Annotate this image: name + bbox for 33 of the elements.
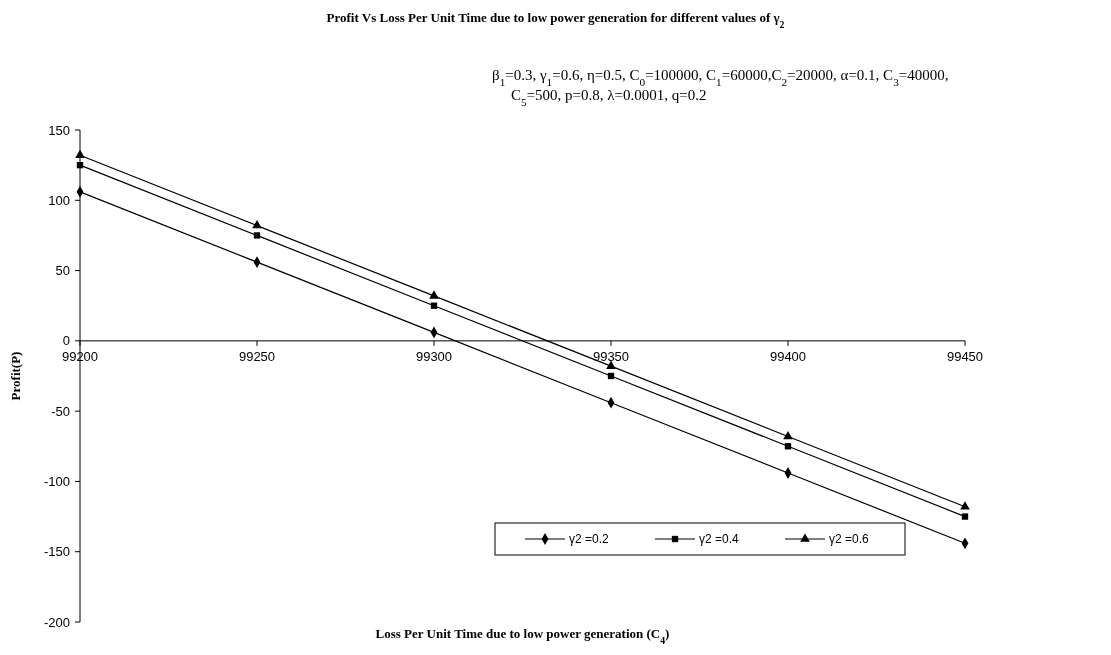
point — [430, 302, 438, 309]
y-tick-label: 150 — [48, 122, 70, 138]
point — [960, 501, 970, 510]
text: C$_{5}$=500, p=0.8, λ=0.0001, q=0.2 — [511, 87, 707, 108]
point — [75, 149, 85, 159]
text: β$_{1}$=0.3, γ$_{1}$=0.6, η=0.5, C$_{0}$=100000, C$_{1}$=60000,C$_{2}$=20000, α=0.1, C$_{3}$=40000, — [492, 67, 949, 88]
x-tick-label: 99450 — [946, 348, 984, 364]
x-tick-label: 99200 — [61, 348, 99, 364]
y-tick-label: 50 — [55, 263, 70, 279]
point — [783, 430, 793, 440]
point — [607, 372, 615, 380]
legend-label: γ2 =0.6 — [829, 532, 870, 547]
y-tick-label: -150 — [43, 544, 70, 560]
point — [961, 513, 969, 520]
point — [76, 161, 84, 169]
x-tick-label: 99300 — [415, 348, 453, 364]
y-tick-label: -200 — [43, 614, 70, 630]
chart-title: Profit Vs Loss Per Unit Time due to low power generation for different values of γ$_{2}$ — [326, 10, 785, 30]
point — [252, 220, 262, 229]
y-tick-label: -100 — [43, 473, 70, 489]
y-axis-title: Profit(P) — [8, 351, 23, 401]
y-tick-label: -50 — [51, 403, 70, 419]
legend-label: γ2 =0.2 — [569, 532, 610, 547]
x-tick-label: 99250 — [238, 348, 276, 364]
point — [784, 443, 792, 450]
y-tick-label: 0 — [62, 333, 70, 349]
y-tick-label: 100 — [48, 192, 70, 208]
point — [429, 290, 439, 299]
point — [253, 232, 261, 239]
x-tick-label: 99350 — [592, 348, 630, 364]
x-axis-title: Loss Per Unit Time due to low power generation (C$_{4}$) — [375, 626, 670, 646]
legend-label: γ2 =0.4 — [699, 532, 740, 547]
x-tick-label: 99400 — [769, 348, 807, 364]
